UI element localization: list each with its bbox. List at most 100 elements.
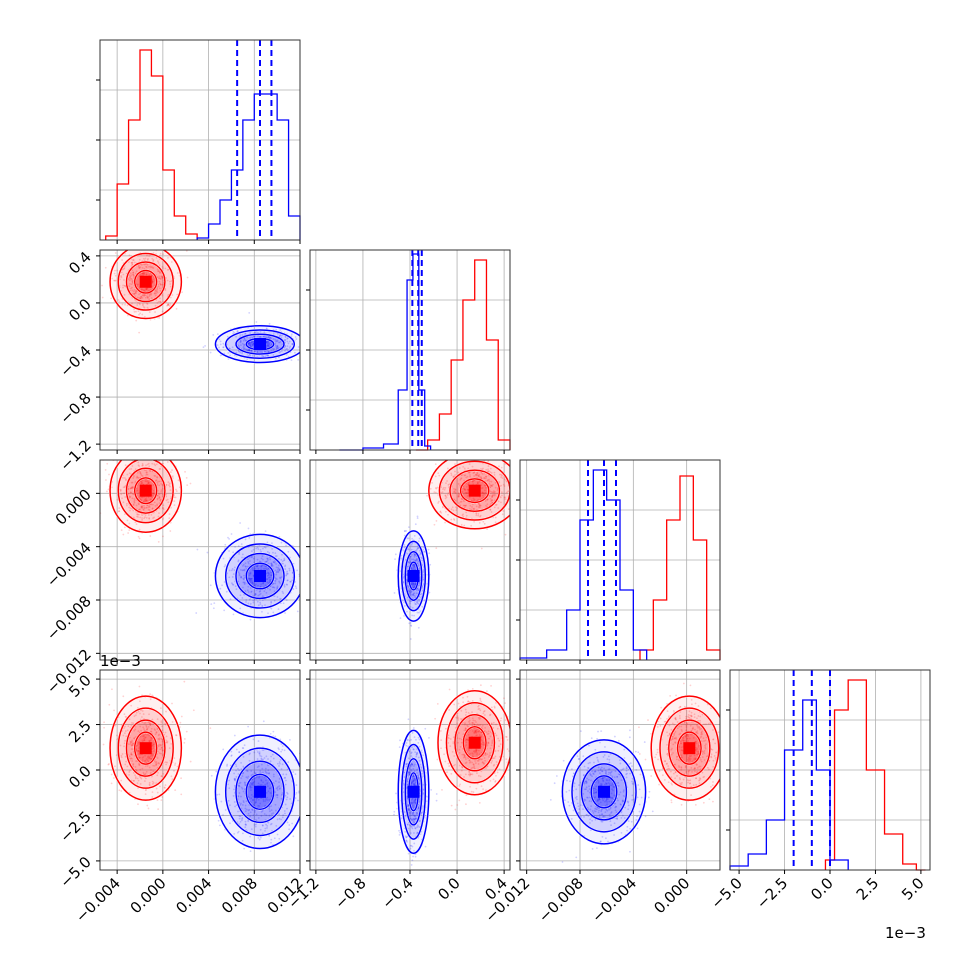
density-contour-blue (404, 550, 423, 602)
x-tick-label: −0.4 (378, 874, 416, 912)
hist-blue-series (339, 253, 432, 451)
density-contour-red (428, 460, 510, 530)
density-contour-blue (401, 540, 427, 612)
density-contour-blue (235, 333, 285, 355)
density-contour-blue (224, 543, 296, 609)
density-contour-red (650, 695, 720, 801)
y-tick-label: −1.2 (56, 436, 94, 474)
x-offset-label: 1e−3 (885, 924, 926, 942)
density-contour-blue (571, 751, 637, 833)
x-tick-label: 5.0 (898, 874, 928, 904)
density-contour-blue (214, 325, 300, 364)
x-tick-label: −0.8 (331, 874, 369, 912)
density-contour-blue (401, 743, 427, 840)
density-peak-blue (407, 570, 420, 582)
hist-blue-series (519, 469, 648, 660)
density-contour-blue (224, 747, 296, 837)
y-tick-label: 0.000 (52, 485, 95, 528)
hist-panel-2 (516, 459, 721, 664)
density-peak-blue (598, 785, 610, 798)
density-peak-red (139, 484, 152, 497)
hist-blue-series (196, 93, 301, 240)
x-tick-label: 0.008 (218, 874, 261, 917)
hist-red-series (639, 475, 721, 660)
panel-frame (99, 459, 301, 661)
density-contour-red (659, 707, 720, 789)
density-contour-red (117, 707, 174, 789)
pair-panel-3-0 (96, 669, 301, 874)
x-tick-label: −0.008 (535, 874, 587, 926)
density-contour-red (676, 731, 702, 765)
density-contour-blue (214, 533, 300, 619)
density-peak-blue (254, 570, 266, 582)
hist-panel-3 (726, 669, 931, 874)
x-tick-label: 0.000 (127, 874, 170, 917)
hist-panel-1 (306, 249, 511, 454)
x-tick-label: 2.5 (853, 874, 883, 904)
density-contour-red (133, 731, 158, 765)
density-peak-red (683, 742, 696, 755)
y-tick-label: −0.004 (43, 539, 95, 591)
density-contour-blue (590, 775, 618, 809)
pair-panel-1-0 (96, 249, 301, 454)
density-contour-blue (245, 773, 275, 811)
pair-panel-3-1 (306, 669, 511, 874)
pair-panel-2-1 (306, 459, 511, 664)
density-contour-red (125, 261, 166, 303)
x-tick-label: 0.0 (434, 874, 464, 904)
hist-red-series (824, 679, 926, 871)
density-contour-red (117, 460, 174, 524)
density-contour-red (459, 478, 490, 504)
density-contour-red (125, 719, 166, 777)
density-contour-red (109, 250, 183, 320)
density-contour-red (462, 725, 487, 760)
density-contour-red (109, 460, 183, 534)
pair-panel-3-2 (516, 669, 721, 874)
density-contour-blue (235, 552, 285, 600)
density-contour-red (449, 469, 501, 512)
scatter-red (638, 682, 720, 806)
hist-panel-0 (96, 39, 301, 244)
y-tick-label: 2.5 (65, 717, 95, 747)
density-contour-red (445, 701, 504, 784)
density-peak-red (468, 484, 481, 497)
y-tick-label: 0.0 (65, 295, 95, 325)
density-contour-blue (214, 734, 300, 850)
density-contour-blue (561, 739, 647, 845)
density-peak-red (139, 742, 152, 755)
density-contour-red (109, 695, 183, 801)
density-contour-red (117, 252, 174, 311)
x-tick-label: 0.000 (650, 874, 693, 917)
density-contour-blue (245, 562, 275, 590)
density-contour-red (133, 269, 158, 294)
x-tick-label: −5.0 (707, 874, 745, 912)
y-tick-label: −0.4 (56, 342, 94, 380)
y-tick-label: 0.4 (65, 248, 95, 278)
x-tick-label: −0.004 (588, 874, 640, 926)
hist-red-series (415, 259, 511, 451)
density-contour-red (437, 689, 510, 796)
y-offset-label: 1e−3 (100, 652, 141, 670)
density-contour-red (668, 719, 711, 777)
density-contour-blue (404, 757, 423, 826)
density-peak-red (139, 275, 152, 288)
y-tick-label: −2.5 (56, 808, 94, 846)
x-tick-label: 0.0 (807, 874, 837, 904)
density-peak-blue (254, 338, 266, 351)
density-contour-blue (397, 530, 430, 622)
y-tick-label: −0.008 (43, 592, 95, 644)
x-tick-label: 0.004 (172, 874, 215, 917)
x-tick-label: −2.5 (753, 874, 791, 912)
density-contour-red (454, 713, 496, 772)
density-contour-blue (397, 729, 430, 855)
density-peak-blue (254, 785, 266, 798)
density-contour-red (125, 467, 166, 514)
density-peak-red (468, 736, 481, 749)
density-contour-blue (580, 763, 628, 821)
density-peak-blue (407, 785, 420, 798)
density-contour-blue (235, 760, 285, 824)
density-contour-blue (224, 329, 296, 359)
hist-red-series (105, 49, 198, 240)
y-tick-label: −0.8 (56, 389, 94, 427)
